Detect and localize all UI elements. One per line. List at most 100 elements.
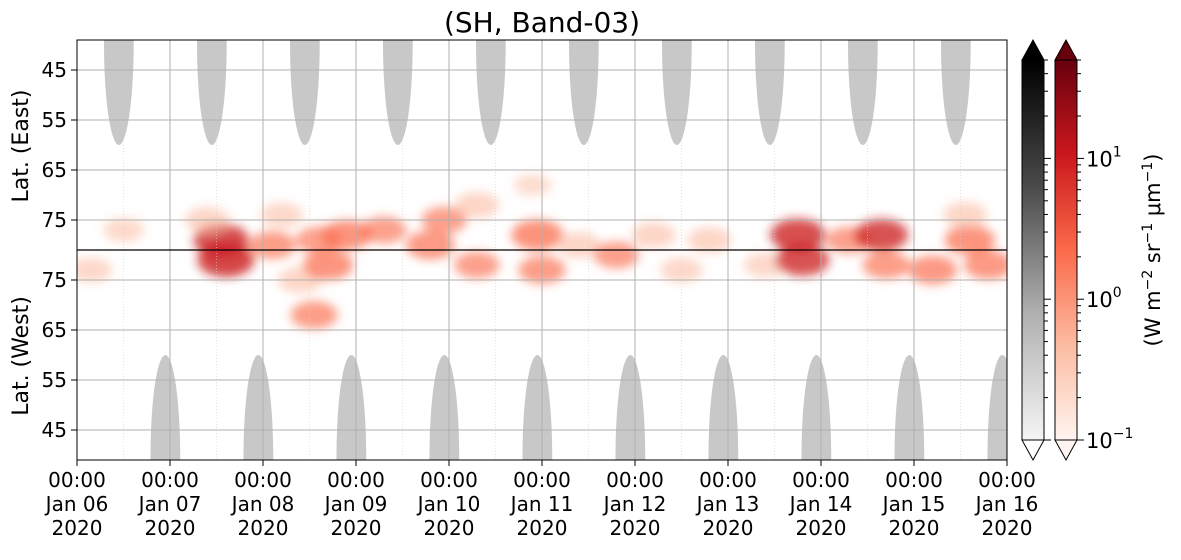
ytick-east-label: 45 — [42, 58, 67, 82]
xtick-label: 2020 — [145, 516, 196, 540]
xtick-label: 00:00 — [792, 468, 850, 492]
night-regions — [103, 40, 1007, 460]
emission-blob — [660, 257, 703, 283]
xtick-label: Jan 13 — [695, 492, 760, 516]
xtick-label: 2020 — [517, 516, 568, 540]
ytick-west-label: 75 — [42, 268, 67, 292]
emission-blob — [631, 222, 676, 248]
night-region-top — [475, 40, 506, 145]
colorbar-ticks: 101 100 10−1 — [1044, 59, 1133, 453]
ytick-west-label: 55 — [42, 368, 67, 392]
xtick-label: 00:00 — [234, 468, 292, 492]
xtick-label: 2020 — [424, 516, 475, 540]
xtick-label: Jan 15 — [881, 492, 946, 516]
colorbar-tick-label: 10−1 — [1086, 426, 1133, 453]
emission-blobs — [77, 174, 1007, 329]
emission-blob — [862, 251, 910, 279]
emission-blob — [908, 255, 957, 285]
ytick-west-label: 65 — [42, 318, 67, 342]
xtick-label: Jan 12 — [602, 492, 667, 516]
xtick-label: Jan 06 — [44, 492, 109, 516]
emission-blob — [944, 225, 995, 255]
night-region-bottom — [522, 355, 553, 460]
xtick-label: 00:00 — [978, 468, 1036, 492]
colorbar-tick-label: 101 — [1086, 144, 1122, 171]
emission-blob — [361, 216, 407, 244]
xtick-label: 00:00 — [141, 468, 199, 492]
xtick-label: 00:00 — [48, 468, 106, 492]
xtick-label: Jan 11 — [509, 492, 574, 516]
emission-blob — [511, 219, 564, 251]
xtick-label: 00:00 — [327, 468, 385, 492]
ytick-east-label: 75 — [42, 208, 67, 232]
xtick-label: 00:00 — [885, 468, 943, 492]
xtick-label: 2020 — [238, 516, 289, 540]
xtick-label: 2020 — [982, 516, 1033, 540]
emission-blob — [854, 219, 909, 251]
emission-blob — [775, 244, 830, 276]
ytick-west-label: 45 — [42, 418, 67, 442]
xtick-label: 2020 — [703, 516, 754, 540]
xtick-label: 2020 — [331, 516, 382, 540]
night-region-bottom — [708, 355, 739, 460]
emission-blob — [513, 174, 552, 196]
emission-blob — [197, 243, 255, 277]
night-region-top — [103, 40, 134, 145]
emission-blob — [406, 230, 455, 260]
night-region-bottom — [429, 355, 460, 460]
night-region-bottom — [336, 355, 367, 460]
emission-blob — [687, 227, 732, 253]
colorbar-greys-bottom-extend — [1021, 439, 1045, 462]
night-region-bottom — [987, 355, 1007, 460]
colorbar-label: (W m−2 sr−1 μm−1) — [1140, 154, 1165, 347]
colorbar-greys-body — [1021, 59, 1045, 441]
colorbar-tick-label: 100 — [1086, 285, 1122, 312]
night-region-bottom — [894, 355, 925, 460]
xtick-label: Jan 14 — [788, 492, 853, 516]
xtick-label: 00:00 — [699, 468, 757, 492]
night-region-top — [568, 40, 599, 145]
night-region-top — [661, 40, 692, 145]
emission-blob — [557, 232, 602, 258]
emission-blob — [290, 301, 338, 329]
xtick-label: Jan 07 — [137, 492, 202, 516]
ylabel-east: Lat. (East) — [9, 90, 34, 203]
night-region-top — [754, 40, 785, 145]
xtick-label: 2020 — [796, 516, 847, 540]
colorbar-reds-top-extend — [1054, 38, 1078, 61]
xtick-label: 00:00 — [513, 468, 571, 492]
colorbar-greys-top-extend — [1021, 38, 1045, 61]
emission-blob — [260, 202, 303, 228]
emission-blob — [454, 251, 500, 279]
xtick-label: 00:00 — [420, 468, 478, 492]
night-region-bottom — [615, 355, 646, 460]
xtick-label: Jan 16 — [974, 492, 1039, 516]
colorbar-reds-bottom-extend — [1054, 439, 1078, 462]
emission-blob — [321, 220, 372, 250]
xtick-label: 2020 — [889, 516, 940, 540]
emission-blob — [964, 250, 1007, 280]
night-region-top — [289, 40, 320, 145]
xtick-label: Jan 10 — [416, 492, 481, 516]
xtick-label: 2020 — [52, 516, 103, 540]
night-region-bottom — [150, 355, 181, 460]
xtick-label: Jan 08 — [230, 492, 295, 516]
emission-blob — [248, 231, 296, 259]
emission-blob — [302, 250, 354, 280]
xtick-label: 00:00 — [606, 468, 664, 492]
emission-blob — [454, 192, 499, 218]
colorbar-greys — [1021, 38, 1045, 462]
night-region-top — [940, 40, 971, 145]
night-region-bottom — [801, 355, 832, 460]
emission-blob — [943, 202, 988, 228]
emission-blob — [770, 218, 826, 252]
emission-blob — [593, 241, 640, 269]
y-ticks: 45 55 65 75 75 65 55 45 — [42, 58, 77, 442]
ytick-east-label: 55 — [42, 108, 67, 132]
night-region-bottom — [243, 355, 274, 460]
night-region-top — [196, 40, 227, 145]
night-region-top — [847, 40, 878, 145]
emission-blob — [77, 257, 113, 283]
